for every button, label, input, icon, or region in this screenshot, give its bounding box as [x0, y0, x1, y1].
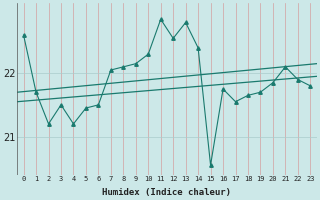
X-axis label: Humidex (Indice chaleur): Humidex (Indice chaleur)	[102, 188, 231, 197]
